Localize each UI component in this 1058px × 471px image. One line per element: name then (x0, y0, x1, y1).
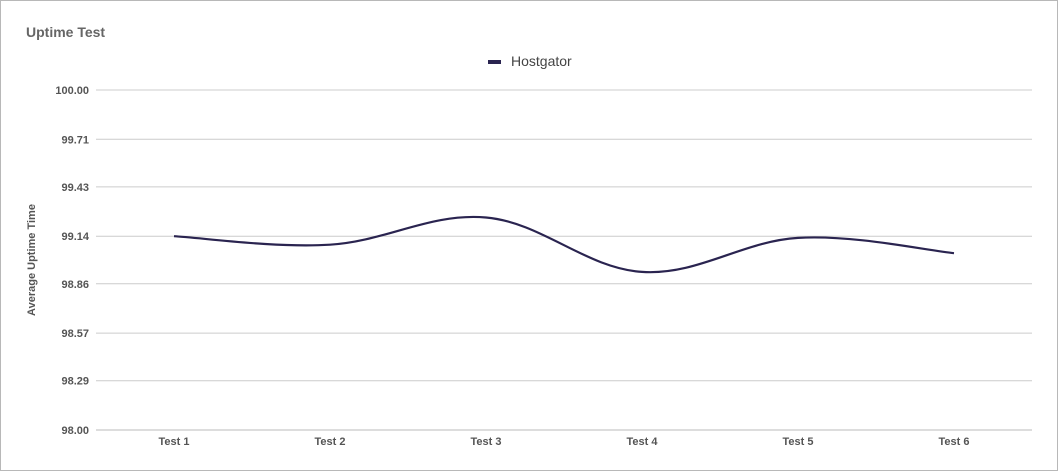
series-line (173, 215, 955, 274)
y-tick-label: 99.14 (61, 231, 89, 243)
chart-title: Uptime Test (26, 24, 106, 40)
y-tick-label: 98.00 (61, 425, 89, 437)
x-tick-label: Test 2 (315, 436, 346, 448)
x-tick-label: Test 5 (783, 436, 814, 448)
y-tick-label: 99.43 (61, 182, 89, 194)
y-tick-label: 98.57 (61, 328, 89, 340)
y-axis-title: Average Uptime Time (26, 204, 38, 316)
y-tick-label: 99.71 (61, 134, 89, 146)
x-tick-label: Test 3 (471, 436, 502, 448)
y-tick-label: 100.00 (55, 85, 89, 97)
y-tick-label: 98.86 (61, 279, 89, 291)
x-tick-label: Test 1 (159, 436, 190, 448)
x-tick-label: Test 6 (939, 436, 970, 448)
legend-label: Hostgator (511, 53, 572, 69)
y-tick-label: 98.29 (61, 376, 89, 388)
x-tick-label: Test 4 (627, 436, 659, 448)
legend-swatch (488, 60, 501, 64)
